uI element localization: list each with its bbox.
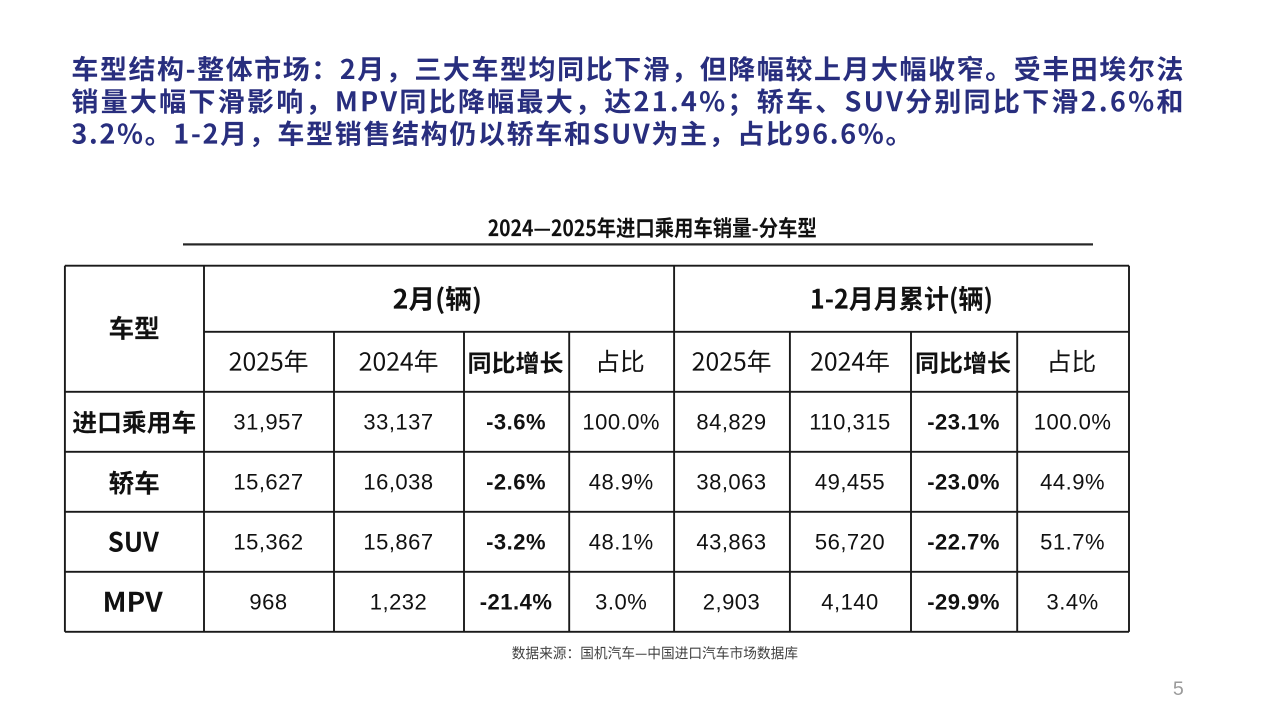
svg-text:-22.7%: -22.7%: [927, 529, 1000, 554]
svg-text:48.1%: 48.1%: [589, 529, 654, 554]
svg-text:-23.1%: -23.1%: [927, 409, 1000, 434]
svg-text:15,867: 15,867: [363, 529, 433, 554]
svg-text:56,720: 56,720: [815, 529, 885, 554]
svg-text:1,232: 1,232: [370, 589, 428, 614]
svg-text:16,038: 16,038: [363, 469, 433, 494]
svg-text:-21.4%: -21.4%: [480, 589, 553, 614]
svg-text:38,063: 38,063: [696, 469, 766, 494]
svg-text:3.4%: 3.4%: [1047, 589, 1099, 614]
svg-text:-29.9%: -29.9%: [927, 589, 1000, 614]
svg-text:51.7%: 51.7%: [1040, 529, 1105, 554]
svg-text:-23.0%: -23.0%: [927, 469, 1000, 494]
svg-text:3.0%: 3.0%: [595, 589, 647, 614]
svg-text:33,137: 33,137: [363, 409, 433, 434]
svg-text:110,315: 110,315: [809, 409, 890, 434]
svg-text:2,903: 2,903: [703, 589, 761, 614]
svg-text:-3.6%: -3.6%: [486, 409, 546, 434]
svg-text:100.0%: 100.0%: [1034, 409, 1112, 434]
svg-text:100.0%: 100.0%: [582, 409, 660, 434]
svg-text:15,627: 15,627: [233, 469, 303, 494]
svg-text:-2.6%: -2.6%: [486, 469, 546, 494]
svg-text:968: 968: [249, 589, 287, 614]
svg-text:-3.2%: -3.2%: [486, 529, 546, 554]
svg-text:31,957: 31,957: [233, 409, 303, 434]
svg-text:84,829: 84,829: [696, 409, 766, 434]
svg-text:49,455: 49,455: [815, 469, 885, 494]
svg-text:44.9%: 44.9%: [1040, 469, 1105, 494]
svg-text:48.9%: 48.9%: [589, 469, 654, 494]
svg-text:4,140: 4,140: [821, 589, 879, 614]
svg-text:43,863: 43,863: [696, 529, 766, 554]
svg-text:15,362: 15,362: [233, 529, 303, 554]
svg-text:5: 5: [1173, 678, 1184, 700]
